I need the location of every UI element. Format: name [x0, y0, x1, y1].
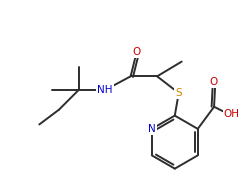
Text: O: O — [132, 47, 141, 57]
Text: O: O — [209, 77, 217, 87]
Text: OH: OH — [224, 109, 240, 119]
Text: NH: NH — [97, 85, 113, 95]
Text: N: N — [148, 124, 156, 134]
Text: S: S — [175, 88, 182, 98]
